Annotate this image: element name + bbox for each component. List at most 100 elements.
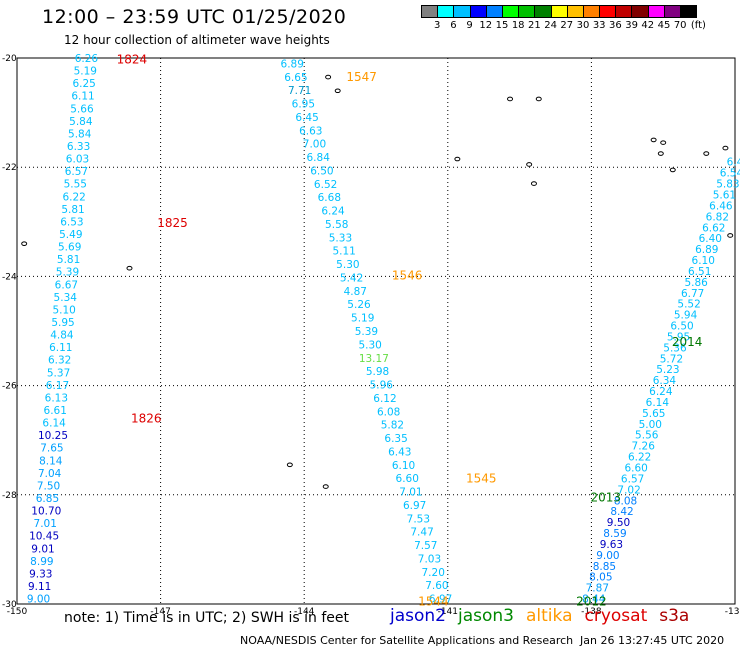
wave-height-value: 8.44 [582,594,606,606]
wave-height-value: 5.66 [70,103,94,115]
wave-height-value: 5.36 [663,342,687,354]
wave-height-value: 5.49 [59,229,82,241]
y-tick-label: -24 [2,272,17,282]
wave-height-value: 7.03 [418,553,441,565]
wave-height-value: 7.71 [288,85,311,97]
wave-height-value: 6.68 [318,192,341,204]
island-outline [454,156,461,162]
wave-height-value: 5.61 [713,190,736,202]
color-swatches [421,5,731,18]
wave-height-value: 5.55 [64,179,87,191]
wave-height-value: 5.37 [47,367,70,379]
wave-height-value: 6.57 [65,166,88,178]
color-legend-label: 30 [576,20,590,31]
wave-height-value: 6.52 [314,179,337,191]
island-outline [286,462,293,468]
color-legend-label: 33 [592,20,606,31]
wave-height-value: 8.42 [610,506,633,518]
wave-height-value: 5.42 [340,272,363,284]
island-outline [535,96,542,102]
x-tick-label: -141 [438,607,458,617]
wave-height-value: 6.10 [692,255,715,267]
wave-height-value: 9.11 [28,581,51,593]
wave-height-value: 7.26 [632,441,656,453]
wave-height-value: 5.84 [69,116,93,128]
wave-height-value: 9.00 [27,594,50,606]
wave-height-value: 7.57 [414,540,437,552]
wave-height-value: 5.83 [716,179,739,191]
color-legend-labels: 3 6 9 12 15 18 21 24 27 30 33 36 39 42 45 70 (ft) [421,18,731,32]
wave-height-value: 5.94 [674,310,698,322]
x-tick-label: -147 [150,607,170,617]
wave-height-value: 10.45 [29,531,59,543]
color-legend-label: 36 [609,20,622,31]
island-outline [703,151,710,156]
wave-height-value: 6.10 [392,460,415,472]
pass-time-label: 1825 [157,216,188,230]
wave-height-value: 6.4 [727,157,740,169]
wave-height-value: 5.30 [336,259,359,271]
wave-height-value: 6.14 [646,397,670,409]
wave-height-value: 6.57 [621,473,644,485]
wave-height-value: 5.86 [684,277,708,289]
wave-height-value: 7.87 [586,583,609,595]
wave-height-value: 5.81 [57,254,80,266]
wave-height-value: 6.26 [75,53,99,65]
wave-height-value: 5.96 [370,380,394,392]
pass-time-label: 2013 [590,491,621,505]
island-outline [507,96,514,102]
island-outline [660,140,667,145]
wave-height-value: 5.39 [355,326,378,338]
wave-height-value: 6.25 [72,78,95,90]
wave-height-value: 6.33 [67,141,90,153]
mission-jason2: jason2 [390,606,446,626]
wave-height-value: 6.35 [384,433,407,445]
x-tick-label: -138 [581,607,602,617]
wave-height-value: 6.82 [706,211,729,223]
wave-height-value: 5.81 [61,204,84,216]
color-legend-label: 6 [450,20,457,31]
wave-height-value: 5.72 [660,353,683,365]
wave-height-value: 9.63 [600,539,623,551]
wave-height-value: 13.17 [359,353,389,365]
wave-height-value: 5.33 [329,232,352,244]
wave-height-value: 7.20 [422,567,445,579]
y-tick-label: -20 [2,54,17,64]
color-legend-unit: (ft) [690,20,706,31]
wave-height-value: 8.85 [593,561,616,573]
color-legend-label: 39 [625,20,638,31]
wave-height-value: 8.59 [603,528,626,540]
mission-s3a: s3a [659,606,690,626]
pass-time-label: 1546 [392,268,423,282]
wave-height-value: 7.65 [40,443,63,455]
wave-height-value: 5.39 [56,267,79,279]
island-outline [126,265,133,271]
wave-height-value: 10.25 [38,430,68,442]
mission-altika: altika [526,606,573,626]
y-tick-label: -26 [2,382,17,392]
wave-height-value: 5.23 [656,364,679,376]
wave-height-value: 8.08 [614,495,637,507]
footer-timestamp: Jan 26 13:27:45 UTC 2020 [580,634,725,647]
wave-height-value: 8.05 [589,572,612,584]
wave-height-value: 6.45 [295,112,318,124]
wave-height-value: 6.03 [66,154,89,166]
wave-height-value: 6.14 [42,418,66,430]
y-tick-label: -30 [2,600,17,610]
wave-height-value: 6.63 [299,125,322,137]
wave-height-value: 5.10 [52,304,75,316]
wave-height-value: 6.97 [403,500,426,512]
wave-height-value: 4.84 [50,330,74,342]
wave-height-value: 5.95 [667,331,690,343]
wave-height-value: 6.13 [45,392,68,404]
wave-height-value: 7.04 [38,468,62,480]
island-outline [727,233,734,238]
wave-height-value: 7.02 [617,484,640,496]
pass-time-label: 2014 [672,335,703,349]
wave-height-value: 6.11 [49,342,72,354]
wave-height-value: 7.53 [407,513,430,525]
wave-height-value: 6.08 [377,406,400,418]
wave-height-value: 6.67 [55,279,78,291]
wave-height-value: 6.22 [62,191,85,203]
